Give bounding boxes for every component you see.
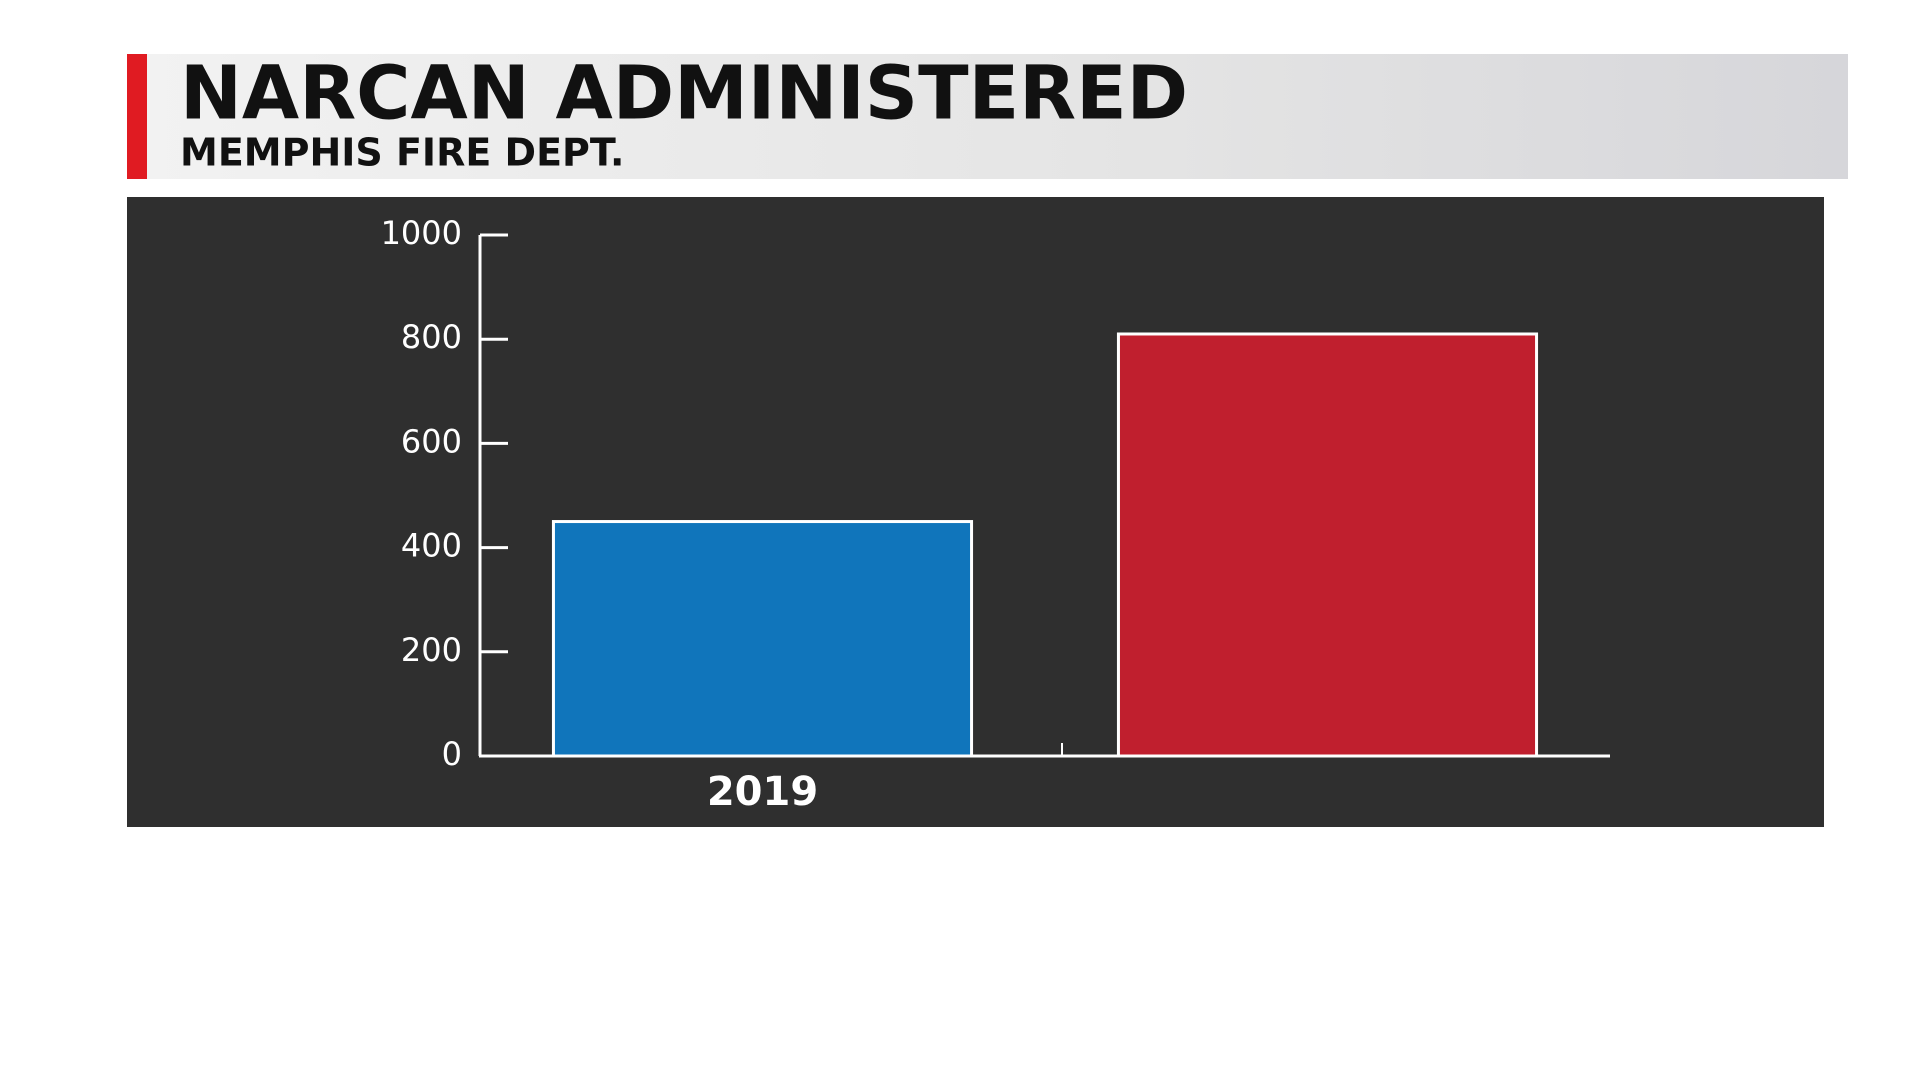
chart-panel xyxy=(127,197,1824,827)
y-tick-label: 600 xyxy=(401,422,462,460)
y-tick-label: 800 xyxy=(401,318,462,356)
x-tick-label: 2019 xyxy=(707,769,818,815)
y-tick-label: 200 xyxy=(401,631,462,669)
chart-title: NARCAN ADMINISTERED xyxy=(180,51,1188,137)
y-tick-label: 1000 xyxy=(381,214,462,252)
chart-subtitle: MEMPHIS FIRE DEPT. xyxy=(180,131,624,175)
bar xyxy=(551,520,974,758)
y-tick-label: 400 xyxy=(401,527,462,565)
header-bar xyxy=(127,54,1848,179)
y-tick-label: 0 xyxy=(442,735,462,773)
bar xyxy=(1116,332,1539,758)
header-accent xyxy=(127,54,147,179)
